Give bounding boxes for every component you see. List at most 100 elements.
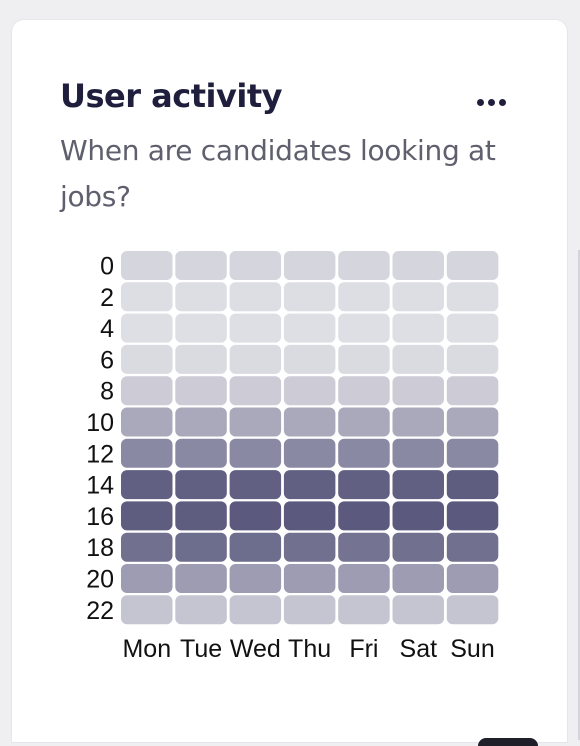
heatmap-cell-sat-12[interactable] [392, 438, 445, 468]
heatmap-cell-sat-6[interactable] [392, 344, 445, 374]
x-tick-label: Mon [122, 635, 171, 663]
heatmap-cell-tue-10[interactable] [175, 407, 227, 437]
heatmap-cell-wed-6[interactable] [229, 344, 282, 374]
heatmap-cell-wed-18[interactable] [229, 532, 282, 562]
heatmap-cell-wed-0[interactable] [229, 251, 282, 280]
y-tick-label: 0 [100, 253, 114, 281]
heatmap-cell-mon-20[interactable] [121, 564, 173, 593]
heatmap-cell-thu-20[interactable] [283, 564, 336, 593]
y-tick-label: 14 [86, 472, 114, 500]
heatmap-cell-wed-10[interactable] [229, 407, 282, 437]
heatmap-cell-mon-18[interactable] [121, 532, 173, 562]
scrollbar-track [578, 250, 580, 740]
heatmap-cell-mon-10[interactable] [121, 407, 173, 437]
heatmap-cell-tue-20[interactable] [175, 564, 227, 593]
heatmap-cell-fri-16[interactable] [338, 501, 390, 531]
heatmap-cell-sun-22[interactable] [446, 595, 499, 625]
heatmap-cell-tue-4[interactable] [175, 313, 227, 343]
heatmap-cell-thu-18[interactable] [283, 532, 336, 562]
heatmap-cell-mon-14[interactable] [121, 470, 173, 500]
heatmap-cell-wed-14[interactable] [229, 470, 282, 500]
heatmap-cell-thu-10[interactable] [283, 407, 336, 437]
heatmap-cell-tue-22[interactable] [175, 595, 227, 625]
heatmap-cell-sun-18[interactable] [446, 532, 499, 562]
heatmap-cell-fri-4[interactable] [338, 313, 390, 343]
heatmap-cell-mon-0[interactable] [121, 251, 173, 280]
heatmap-cell-mon-12[interactable] [121, 438, 173, 468]
heatmap-cell-sun-12[interactable] [446, 438, 499, 468]
heatmap-cell-fri-20[interactable] [338, 564, 390, 593]
heatmap-cell-fri-14[interactable] [338, 470, 390, 500]
heatmap-cell-sat-8[interactable] [392, 376, 445, 406]
heatmap-cell-wed-20[interactable] [229, 564, 282, 593]
heatmap-cell-mon-8[interactable] [121, 376, 173, 406]
heatmap-cell-sat-16[interactable] [392, 501, 445, 531]
heatmap-cell-tue-16[interactable] [175, 501, 227, 531]
heatmap-cell-sat-0[interactable] [392, 251, 445, 280]
more-horizontal-icon [487, 98, 495, 106]
heatmap-cell-wed-16[interactable] [229, 501, 282, 531]
heatmap-cell-fri-6[interactable] [338, 344, 390, 374]
heatmap-cell-fri-2[interactable] [338, 282, 390, 312]
heatmap-cell-sat-20[interactable] [392, 564, 445, 593]
heatmap-cell-sun-14[interactable] [446, 470, 499, 500]
heatmap-cell-tue-6[interactable] [175, 344, 227, 374]
heatmap-cell-wed-22[interactable] [229, 595, 282, 625]
heatmap-cell-fri-0[interactable] [338, 251, 390, 280]
heatmap-cell-wed-2[interactable] [229, 282, 282, 312]
heatmap-cell-tue-18[interactable] [175, 532, 227, 562]
heatmap-cell-sun-10[interactable] [446, 407, 499, 437]
user-activity-card: User activity When are candidates lookin… [12, 20, 567, 742]
heatmap-cell-thu-6[interactable] [283, 344, 336, 374]
heatmap-cell-fri-8[interactable] [338, 376, 390, 406]
heatmap-cell-sun-6[interactable] [446, 344, 499, 374]
heatmap-cell-sat-10[interactable] [392, 407, 445, 437]
x-tick-label: Fri [349, 635, 378, 663]
heatmap-cell-tue-14[interactable] [175, 470, 227, 500]
heatmap-cell-tue-12[interactable] [175, 438, 227, 468]
y-tick-label: 4 [100, 315, 114, 343]
heatmap-cell-thu-2[interactable] [283, 282, 336, 312]
heatmap-cell-mon-22[interactable] [121, 595, 173, 625]
heatmap-cell-mon-6[interactable] [121, 344, 173, 374]
more-horizontal-icon [476, 98, 484, 106]
heatmap-cell-sun-8[interactable] [446, 376, 499, 406]
heatmap-cell-wed-8[interactable] [229, 376, 282, 406]
heatmap-cell-sun-0[interactable] [446, 251, 499, 280]
x-tick-label: Tue [180, 635, 222, 663]
heatmap-cell-fri-22[interactable] [338, 595, 390, 625]
y-tick-label: 18 [86, 534, 114, 562]
heatmap-cell-thu-4[interactable] [283, 313, 336, 343]
heatmap-cell-thu-22[interactable] [283, 595, 336, 625]
heatmap-cell-thu-12[interactable] [283, 438, 336, 468]
heatmap-cell-wed-4[interactable] [229, 313, 282, 343]
card-subtitle: When are candidates looking at jobs? [60, 134, 496, 213]
heatmap-cell-mon-4[interactable] [121, 313, 173, 343]
card-title: User activity [60, 77, 282, 115]
heatmap-cell-fri-18[interactable] [338, 532, 390, 562]
activity-heatmap: 0 2 4 6 8 10 12 14 16 18 20 22 Mon Tue Wed Thu Fri Sat Sun [86, 251, 499, 663]
heatmap-cell-fri-12[interactable] [338, 438, 390, 468]
heatmap-cell-mon-2[interactable] [121, 282, 173, 312]
heatmap-cell-tue-2[interactable] [175, 282, 227, 312]
heatmap-cell-sat-22[interactable] [392, 595, 445, 625]
heatmap-cell-mon-16[interactable] [121, 501, 173, 531]
heatmap-cell-thu-8[interactable] [283, 376, 336, 406]
heatmap-cell-wed-12[interactable] [229, 438, 282, 468]
heatmap-cell-tue-0[interactable] [175, 251, 227, 280]
heatmap-cell-thu-16[interactable] [283, 501, 336, 531]
heatmap-cell-sun-2[interactable] [446, 282, 499, 312]
heatmap-cell-sun-16[interactable] [446, 501, 499, 531]
more-options-button[interactable] [468, 84, 514, 120]
heatmap-cell-thu-14[interactable] [283, 470, 336, 500]
heatmap-cell-tue-8[interactable] [175, 376, 227, 406]
heatmap-cell-sat-4[interactable] [392, 313, 445, 343]
heatmap-cell-sun-4[interactable] [446, 313, 499, 343]
heatmap-cell-fri-10[interactable] [338, 407, 390, 437]
heatmap-cell-sat-14[interactable] [392, 470, 445, 500]
heatmap-cell-sat-18[interactable] [392, 532, 445, 562]
heatmap-cell-thu-0[interactable] [283, 251, 336, 280]
y-tick-label: 20 [86, 566, 114, 594]
heatmap-cell-sat-2[interactable] [392, 282, 445, 312]
heatmap-cell-sun-20[interactable] [446, 564, 499, 593]
